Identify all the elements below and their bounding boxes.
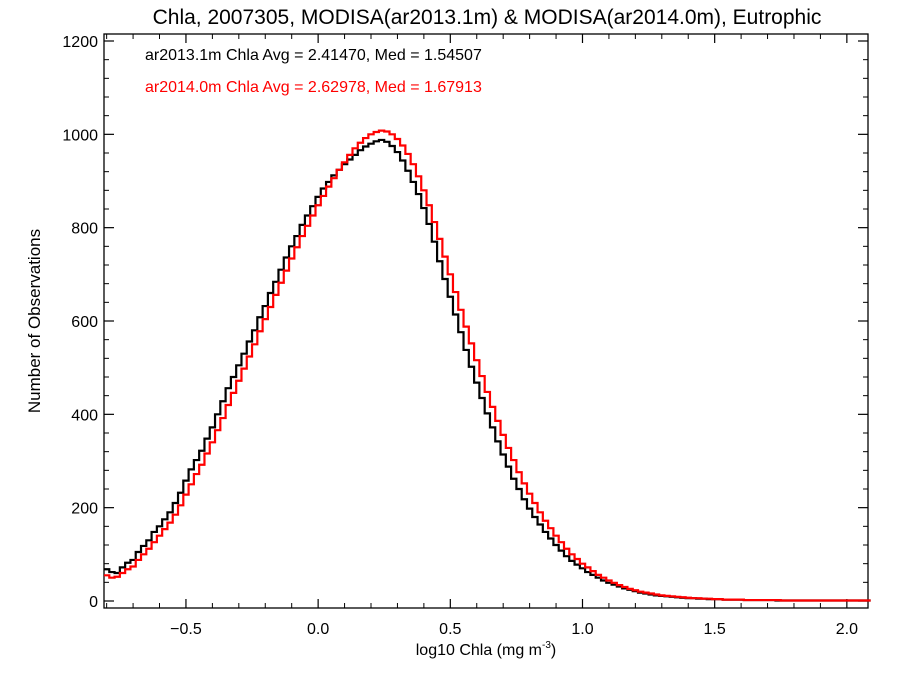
plot-frame [103,33,869,609]
y-axis-label: Number of Observations [25,229,44,413]
chart-title: Chla, 2007305, MODISA(ar2013.1m) & MODIS… [153,6,822,29]
plot-border [103,33,869,609]
x-tick-label: 0.5 [439,621,461,638]
x-axis-label-exponent: -3 [542,640,551,651]
x-tick-label: 1.5 [704,621,726,638]
y-tick-label: 1000 [62,127,98,144]
x-tick-label: 2.0 [836,621,858,638]
x-tick-label: 0.0 [307,621,329,638]
histogram-series [104,129,871,602]
y-tick-label: 200 [71,501,98,518]
x-axis-label-main: log10 Chla (mg m [416,642,542,659]
series-line-ar2013.1m [104,138,871,602]
series-line-ar2014.0m [104,129,871,602]
x-tick-label: 1.0 [571,621,593,638]
y-tick-label: 600 [71,314,98,331]
axis-ticks [104,34,868,608]
y-tick-label: 1200 [62,34,98,51]
stats-annotation-ar2014: ar2014.0m Chla Avg = 2.62978, Med = 1.67… [145,79,482,96]
x-tick-labels: −0.5 0.0 0.5 1.0 1.5 2.0 [170,621,858,638]
y-tick-label: 0 [89,594,98,611]
stats-annotation-ar2013: ar2013.1m Chla Avg = 2.41470, Med = 1.54… [145,47,482,64]
x-tick-label: −0.5 [170,621,202,638]
x-axis-label: log10 Chla (mg m-3) [416,640,557,659]
y-tick-label: 400 [71,407,98,424]
x-axis-label-close: ) [551,642,556,659]
y-tick-label: 800 [71,221,98,238]
y-tick-labels: 0 200 400 600 800 1000 1200 [62,34,98,611]
